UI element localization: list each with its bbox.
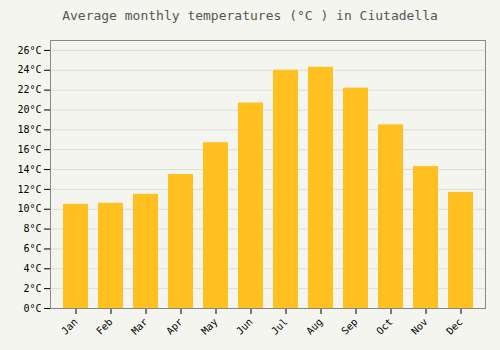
svg-text:6°C: 6°C bbox=[23, 243, 41, 254]
svg-text:Feb: Feb bbox=[94, 316, 115, 337]
svg-text:22°C: 22°C bbox=[17, 84, 41, 95]
svg-text:4°C: 4°C bbox=[23, 263, 41, 274]
svg-text:May: May bbox=[199, 316, 220, 337]
html-text:Average monthly temperatures (: Average monthly temperatures (°C ) in Ci… bbox=[62, 8, 438, 23]
svg-text:24°C: 24°C bbox=[17, 64, 41, 75]
svg-text:Apr: Apr bbox=[164, 316, 185, 337]
svg-text:12°C: 12°C bbox=[17, 184, 41, 195]
svg-text:8°C: 8°C bbox=[23, 223, 41, 234]
svg-text:Oct: Oct bbox=[374, 316, 395, 337]
svg-text:Dec: Dec bbox=[444, 316, 465, 337]
svg-text:Mar: Mar bbox=[129, 316, 150, 337]
svg-text:Jan: Jan bbox=[59, 316, 80, 337]
svg-text:26°C: 26°C bbox=[17, 45, 41, 56]
svg-text:Nov: Nov bbox=[409, 316, 430, 337]
svg-text:2°C: 2°C bbox=[23, 283, 41, 294]
svg-text:10°C: 10°C bbox=[17, 203, 41, 214]
svg-text:Sep: Sep bbox=[339, 316, 360, 337]
svg-text:Aug: Aug bbox=[304, 316, 325, 337]
svg-text:Jun: Jun bbox=[234, 316, 255, 337]
svg-text:16°C: 16°C bbox=[17, 144, 41, 155]
svg-text:14°C: 14°C bbox=[17, 164, 41, 175]
svg-text:20°C: 20°C bbox=[17, 104, 41, 115]
svg-text:18°C: 18°C bbox=[17, 124, 41, 135]
svg-text:Jul: Jul bbox=[269, 316, 290, 337]
svg-text:0°C: 0°C bbox=[23, 303, 41, 314]
